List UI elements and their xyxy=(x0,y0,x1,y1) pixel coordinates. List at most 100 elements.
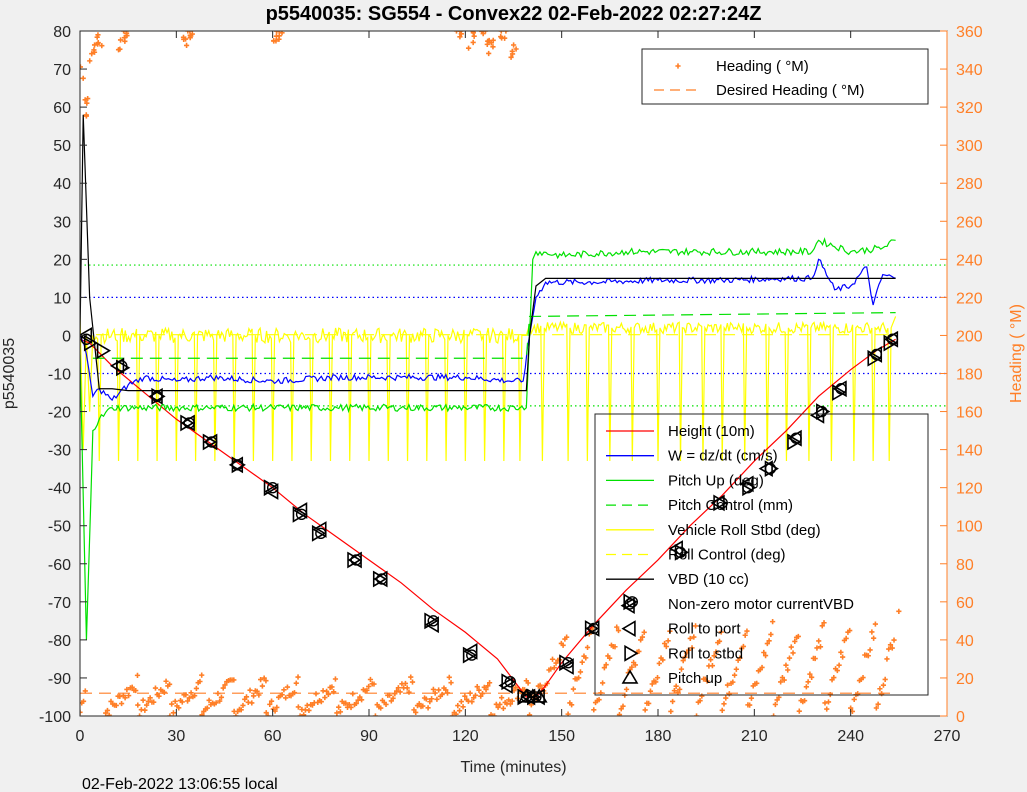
heading-point xyxy=(684,650,690,656)
y-tick-label-right: 340 xyxy=(956,62,983,79)
heading-point xyxy=(865,653,871,659)
y-tick-label-left: 70 xyxy=(53,62,71,79)
heading-point xyxy=(660,657,666,663)
y-tick-label-left: -10 xyxy=(48,367,71,384)
heading-point xyxy=(95,32,101,38)
heading-point xyxy=(388,698,394,704)
heading-point xyxy=(691,634,697,640)
heading-point xyxy=(460,704,466,710)
heading-point xyxy=(665,638,671,644)
heading-point xyxy=(891,637,897,643)
heading-point xyxy=(733,666,739,672)
roll-port-marker xyxy=(739,475,754,493)
y-axis-label-left: p5540035 xyxy=(1,338,18,409)
heading-point xyxy=(801,698,808,704)
heading-point xyxy=(822,700,828,706)
roll-stbd-marker xyxy=(832,384,847,401)
heading-point xyxy=(551,665,557,671)
heading-point xyxy=(629,664,635,670)
x-tick-label: 240 xyxy=(837,728,864,745)
y-tick-label-right: 20 xyxy=(956,671,974,688)
heading-point xyxy=(99,43,105,49)
roll-port-marker xyxy=(883,330,899,348)
heading-point xyxy=(206,697,212,703)
heading-point xyxy=(359,697,365,703)
y-tick-label-left: 20 xyxy=(53,252,71,269)
heading-point xyxy=(372,713,379,716)
heading-point xyxy=(458,698,464,705)
heading-point xyxy=(553,660,559,666)
y-tick-label-right: 200 xyxy=(956,328,983,345)
legend-swatch xyxy=(624,598,636,610)
legend-bottom-label: Non-zero motor currentVBD xyxy=(668,596,854,613)
heading-point xyxy=(486,50,492,57)
roll-port-marker xyxy=(264,483,279,500)
roll-stbd-marker xyxy=(867,349,882,367)
heading-point xyxy=(284,684,291,690)
heading-point xyxy=(639,634,646,640)
legend-bottom-label: Roll to port xyxy=(668,621,741,638)
heading-point xyxy=(469,699,475,705)
heading-point xyxy=(549,656,556,662)
series-vbd-10-cc xyxy=(80,114,896,392)
heading-point xyxy=(513,684,519,690)
heading-point xyxy=(172,698,178,704)
heading-point xyxy=(108,698,114,705)
roll-stbd-marker xyxy=(292,505,307,523)
heading-point xyxy=(748,695,755,701)
heading-point xyxy=(790,650,796,656)
heading-point xyxy=(764,640,770,647)
roll-stbd-marker xyxy=(624,644,639,662)
heading-point xyxy=(786,655,793,661)
heading-point xyxy=(334,710,340,716)
heading-point xyxy=(455,703,461,709)
heading-point xyxy=(882,676,888,682)
heading-point xyxy=(366,683,372,690)
heading-point xyxy=(249,700,255,706)
heading-point xyxy=(570,686,576,692)
heading-point xyxy=(135,702,141,708)
heading-point xyxy=(884,656,890,662)
x-axis-label: Time (minutes) xyxy=(460,759,566,776)
heading-point xyxy=(620,703,626,709)
heading-point xyxy=(838,649,844,655)
roll-port-marker xyxy=(498,677,513,694)
heading-point xyxy=(409,679,416,685)
heading-point xyxy=(457,31,463,34)
heading-point xyxy=(263,678,269,684)
heading-point xyxy=(872,621,878,627)
x-tick-label: 30 xyxy=(167,728,185,745)
heading-point xyxy=(142,707,148,713)
heading-point xyxy=(413,709,419,716)
heading-point xyxy=(480,31,486,37)
x-tick-label: 270 xyxy=(934,728,961,745)
heading-point xyxy=(663,643,669,650)
heading-point xyxy=(632,662,638,668)
heading-point xyxy=(322,694,328,701)
heading-point xyxy=(218,694,225,700)
chart-title: p5540035: SG554 - Convex22 02-Feb-2022 0… xyxy=(266,3,762,25)
heading-point xyxy=(74,72,79,77)
heading-point xyxy=(474,684,480,690)
y-axis-label-right: Heading ( °M) xyxy=(1008,304,1025,403)
heading-point xyxy=(673,683,679,689)
heading-point xyxy=(816,638,822,644)
heading-point xyxy=(742,632,748,638)
heading-point xyxy=(576,675,582,681)
heading-point xyxy=(217,698,223,704)
heading-point xyxy=(616,712,623,716)
heading-point xyxy=(434,696,440,702)
heading-point xyxy=(685,647,692,653)
heading-point xyxy=(689,645,695,651)
heading-point xyxy=(324,688,330,694)
heading-point xyxy=(170,710,177,716)
heading-point xyxy=(699,693,705,699)
heading-point xyxy=(507,701,514,707)
heading-point xyxy=(836,662,842,668)
roll-port-marker xyxy=(347,551,362,569)
heading-point xyxy=(161,689,167,695)
heading-point xyxy=(394,688,400,694)
heading-point xyxy=(577,669,584,675)
y-tick-label-left: 10 xyxy=(53,290,71,307)
x-tick-label: 210 xyxy=(741,728,768,745)
